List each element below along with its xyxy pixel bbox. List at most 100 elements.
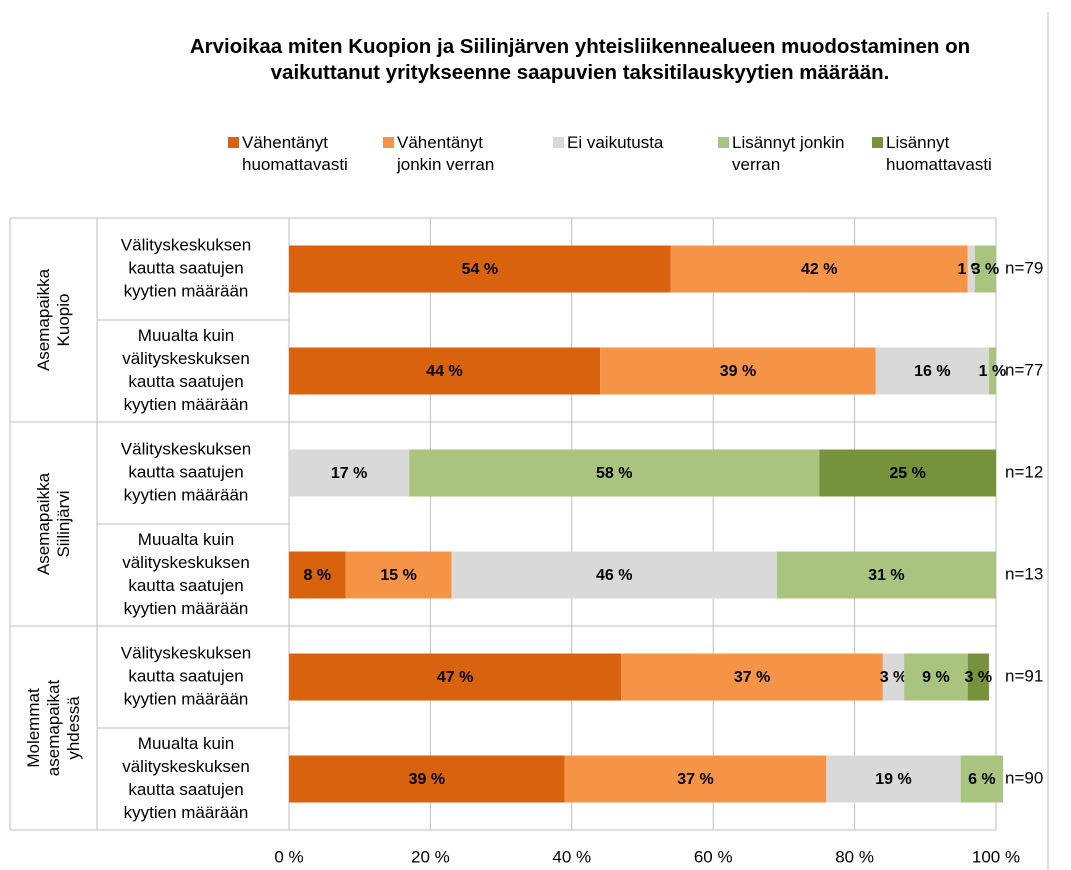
bar-segment xyxy=(564,755,827,803)
n-label: n=13 xyxy=(1005,564,1043,583)
bar-segment xyxy=(289,755,565,803)
group-label: AsemapaikkaKuopio xyxy=(34,268,73,371)
group-label: AsemapaikkaSiilinjärvi xyxy=(34,472,73,575)
category-label: Muualta kuin xyxy=(138,326,234,345)
category-label: välityskeskuksen xyxy=(122,553,250,572)
data-label: 47 % xyxy=(437,669,473,686)
data-label: 31 % xyxy=(868,567,904,584)
category-label: kautta saatujen xyxy=(128,258,243,277)
legend-swatch xyxy=(553,137,564,148)
legend-label: Vähentänyt jonkin verran xyxy=(397,133,495,174)
category-label: kautta saatujen xyxy=(128,576,243,595)
data-label: 37 % xyxy=(677,771,713,788)
category-label: kyytien määrään xyxy=(124,599,249,618)
legend-swatch xyxy=(383,137,394,148)
legend-swatch xyxy=(872,137,883,148)
category-label: kyytien määrään xyxy=(124,803,249,822)
category-label: välityskeskuksen xyxy=(122,757,250,776)
bar-segment xyxy=(345,551,452,599)
x-tick-label: 40 % xyxy=(552,847,591,866)
bar-segment xyxy=(819,449,996,497)
legend-item: Ei vaikutusta xyxy=(553,132,703,154)
data-label: 3 % xyxy=(965,669,993,686)
legend-swatch xyxy=(718,137,729,148)
group-label-line: asemapaikat xyxy=(44,680,63,777)
bar-segment xyxy=(621,653,883,701)
data-label: 15 % xyxy=(380,567,416,584)
data-label: 16 % xyxy=(914,363,950,380)
data-label: 44 % xyxy=(426,363,462,380)
category-label: Välityskeskuksen xyxy=(121,235,251,254)
data-label: 9 % xyxy=(922,669,950,686)
category-label: kautta saatujen xyxy=(128,666,243,685)
bar-segment xyxy=(875,347,989,395)
category-label: välityskeskuksen xyxy=(122,349,250,368)
bar-segment xyxy=(988,347,996,395)
category-label: kyytien määrään xyxy=(124,485,249,504)
legend-item: Vähentänyt jonkin verran xyxy=(383,132,523,176)
category-label: kyytien määrään xyxy=(124,281,249,300)
data-label: 3 % xyxy=(880,669,908,686)
group-label-line: Asemapaikka xyxy=(34,268,53,371)
x-tick-label: 60 % xyxy=(694,847,733,866)
legend-item: Lisännyt huomattavasti xyxy=(872,132,1012,176)
bar-segment xyxy=(882,653,905,701)
bar-segment xyxy=(289,653,622,701)
bar-segment xyxy=(289,449,410,497)
legend-item: Vähentänyt huomattavasti xyxy=(228,132,368,176)
bar-segment xyxy=(289,551,346,599)
bar-segment xyxy=(974,245,996,293)
group-label-line: Kuopio xyxy=(54,294,73,347)
n-label: n=91 xyxy=(1005,666,1043,685)
bar-segment xyxy=(451,551,777,599)
bar-segment xyxy=(289,245,671,293)
category-label: kautta saatujen xyxy=(128,780,243,799)
legend-label: Vähentänyt huomattavasti xyxy=(242,133,348,174)
data-label: 39 % xyxy=(720,363,756,380)
data-label: 1 % xyxy=(979,363,1007,380)
data-label: 58 % xyxy=(596,465,632,482)
n-label: n=79 xyxy=(1005,258,1043,277)
category-label: Muualta kuin xyxy=(138,734,234,753)
legend-label: Lisännyt jonkin verran xyxy=(732,133,845,174)
data-label: 25 % xyxy=(889,465,925,482)
x-tick-label: 80 % xyxy=(835,847,874,866)
bar-segment xyxy=(409,449,820,497)
group-label: Molemmatasemapaikatyhdessä xyxy=(24,680,83,777)
data-label: 54 % xyxy=(462,261,498,278)
n-label: n=12 xyxy=(1005,462,1043,481)
legend-label: Lisännyt huomattavasti xyxy=(886,133,992,174)
bar-segment xyxy=(967,653,989,701)
data-label: 6 % xyxy=(968,771,996,788)
category-label: kyytien määrään xyxy=(124,689,249,708)
category-label: kyytien määrään xyxy=(124,395,249,414)
group-label-line: yhdessä xyxy=(64,696,83,760)
category-label: Muualta kuin xyxy=(138,530,234,549)
x-tick-label: 20 % xyxy=(411,847,450,866)
n-label: n=77 xyxy=(1005,360,1043,379)
legend-item: Lisännyt jonkin verran xyxy=(718,132,858,176)
chart-title: Arvioikaa miten Kuopion ja Siilinjärven … xyxy=(189,35,971,84)
bar-segment xyxy=(670,245,968,293)
bar-segment xyxy=(289,347,601,395)
data-label: 17 % xyxy=(331,465,367,482)
data-label: 42 % xyxy=(801,261,837,278)
bar-segment xyxy=(967,245,975,293)
n-label: n=90 xyxy=(1005,768,1043,787)
data-label: 46 % xyxy=(596,567,632,584)
bar-segment xyxy=(776,551,996,599)
category-label: Välityskeskuksen xyxy=(121,643,251,662)
data-label: 39 % xyxy=(409,771,445,788)
group-label-line: Molemmat xyxy=(24,688,43,768)
bar-segment xyxy=(826,755,961,803)
bar-segment xyxy=(904,653,968,701)
x-tick-label: 100 % xyxy=(972,847,1020,866)
group-label-line: Asemapaikka xyxy=(34,472,53,575)
group-label-line: Siilinjärvi xyxy=(54,490,73,557)
data-label: 37 % xyxy=(734,669,770,686)
data-label: 19 % xyxy=(875,771,911,788)
category-label: kautta saatujen xyxy=(128,462,243,481)
bar-segment xyxy=(600,347,876,395)
